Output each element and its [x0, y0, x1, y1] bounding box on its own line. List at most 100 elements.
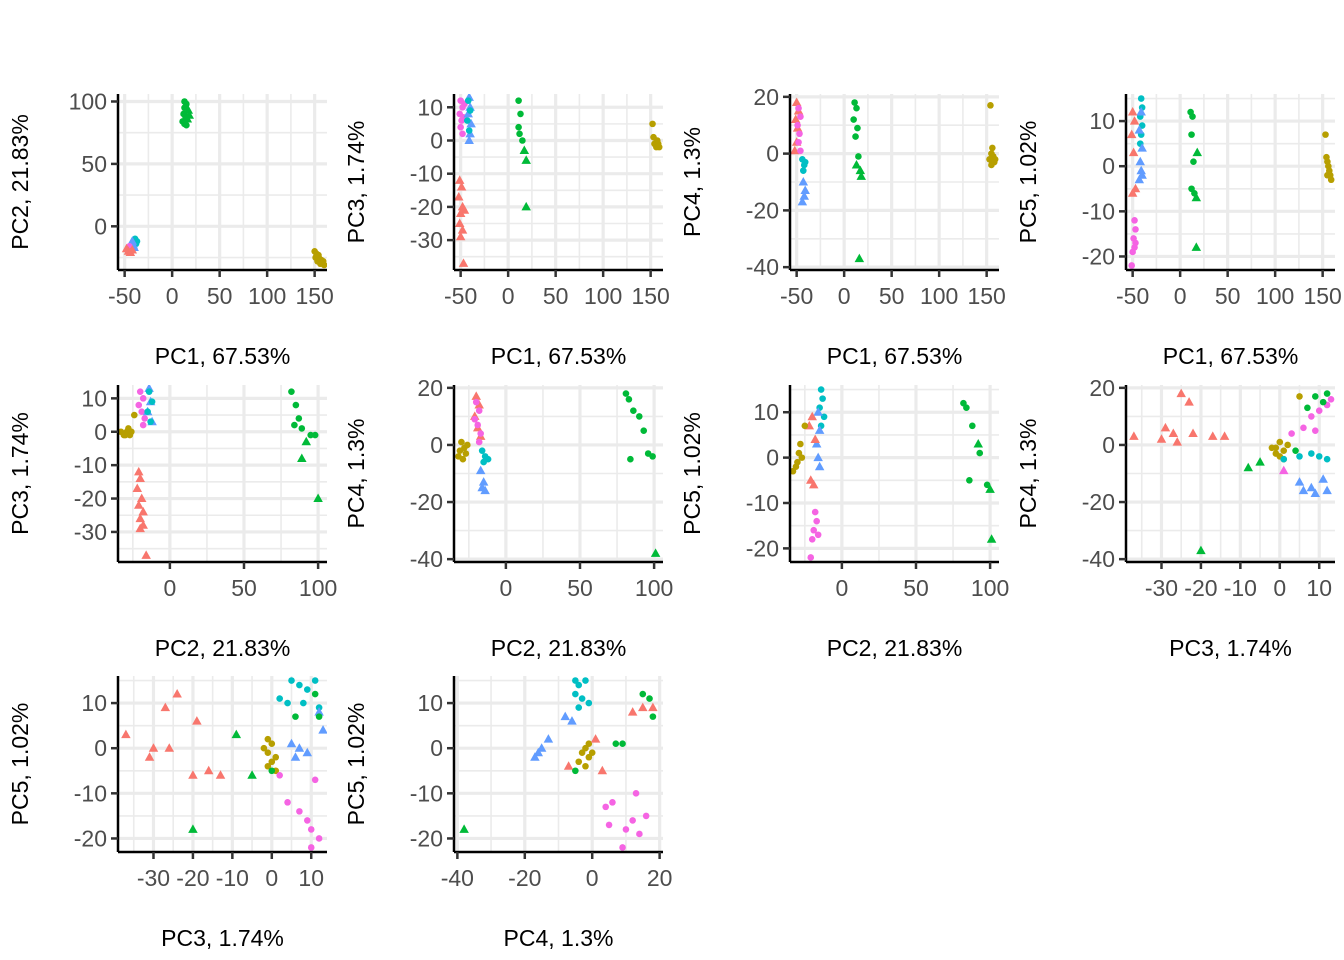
scatter-panel-6: 0 50 100 -40 -20 0 20 PC2, 21.83% PC4, 1.3%	[343, 375, 673, 661]
circle-point	[572, 767, 579, 775]
triangle-point	[454, 218, 465, 228]
triangle-point	[132, 483, 143, 493]
y-tick-label: -40	[746, 254, 779, 280]
circle-point	[1315, 407, 1323, 414]
y-tick-label: -20	[74, 486, 107, 512]
gridlines	[790, 94, 999, 270]
circle-point	[612, 740, 620, 747]
circle-point	[292, 401, 300, 409]
circle-point	[630, 407, 637, 414]
triangle-point	[160, 702, 171, 712]
triangle-point	[231, 729, 242, 739]
triangle-point	[247, 770, 257, 779]
x-tick-label: 10	[298, 865, 324, 891]
y-axis-title: PC3, 1.74%	[343, 121, 369, 244]
x-tick-label: 100	[248, 283, 286, 309]
circle-point	[797, 147, 804, 155]
triangle-point	[458, 258, 469, 267]
circle-point	[311, 677, 319, 684]
circle-point	[649, 453, 656, 460]
circle-point	[1268, 444, 1276, 452]
circle-point	[466, 107, 474, 114]
circle-point	[1319, 398, 1327, 406]
triangle-point	[563, 761, 574, 770]
circle-point	[1129, 248, 1136, 256]
circle-point	[642, 812, 650, 820]
triangle-point	[456, 181, 467, 191]
points	[790, 386, 997, 561]
x-axis-title: PC2, 21.83%	[827, 635, 963, 661]
circle-point	[1296, 393, 1303, 400]
circle-point	[484, 455, 492, 463]
circle-point	[464, 441, 471, 449]
y-tick-label: 0	[430, 735, 443, 761]
circle-point	[122, 431, 129, 439]
triangle-point	[466, 118, 476, 128]
points	[454, 94, 663, 267]
circle-point	[588, 749, 596, 757]
y-tick-label: 10	[417, 94, 443, 120]
circle-point	[478, 447, 486, 454]
plot-area	[118, 94, 327, 270]
circle-point	[1128, 262, 1135, 269]
triangle-point	[807, 411, 817, 421]
y-tick-label: -20	[410, 194, 443, 220]
circle-point	[605, 821, 613, 829]
y-tick-label: 0	[766, 141, 779, 167]
x-tick-label: -10	[1224, 575, 1257, 601]
circle-point	[288, 388, 295, 395]
y-tick-label: 20	[417, 375, 443, 401]
circle-point	[260, 744, 268, 752]
gridlines	[790, 385, 999, 562]
circle-point	[307, 844, 315, 851]
triangle-point	[215, 770, 226, 779]
x-axis-title: PC4, 1.3%	[504, 925, 614, 951]
circle-point	[457, 123, 464, 131]
circle-point	[515, 123, 522, 131]
triangle-point	[136, 493, 147, 503]
y-axis-title: PC3, 1.74%	[7, 412, 33, 535]
triangle-point	[144, 752, 155, 761]
y-tick-label: -10	[74, 452, 107, 478]
circle-point	[575, 704, 583, 711]
circle-point	[1308, 450, 1315, 457]
circle-point	[635, 413, 643, 420]
circle-point	[852, 133, 859, 140]
triangle-point	[1243, 462, 1253, 472]
circle-point	[139, 421, 147, 429]
triangle-point	[1191, 192, 1202, 202]
y-tick-label: 100	[69, 88, 107, 114]
circle-point	[801, 158, 809, 166]
y-tick-label: -10	[746, 490, 779, 516]
scatter-panel-7: 0 50 100 -20 -10 0 10 PC2, 21.83% PC5, 1.02%	[679, 385, 1009, 661]
triangle-point	[810, 434, 820, 443]
triangle-point	[791, 97, 802, 107]
y-tick-label: -20	[1082, 243, 1115, 269]
circle-point	[649, 120, 656, 128]
triangle-point	[1322, 485, 1332, 495]
circle-point	[475, 438, 483, 446]
circle-point	[315, 835, 323, 842]
triangle-point	[1136, 107, 1146, 116]
y-tick-label: 20	[1089, 375, 1115, 401]
triangle-point	[127, 245, 137, 254]
x-tick-label: -10	[216, 865, 249, 891]
triangle-point	[1160, 422, 1171, 432]
circle-point	[817, 386, 825, 393]
triangle-point	[455, 231, 466, 241]
triangle-point	[1298, 485, 1309, 495]
circle-point	[572, 677, 579, 684]
circle-point	[991, 155, 999, 163]
points	[455, 390, 661, 557]
triangle-point	[459, 205, 470, 214]
triangle-point	[1196, 545, 1206, 555]
triangle-point	[1126, 129, 1137, 139]
x-tick-label: -50	[108, 283, 141, 309]
triangle-point	[172, 689, 182, 698]
circle-point	[794, 121, 801, 129]
triangle-point	[1306, 482, 1317, 492]
triangle-point	[1128, 147, 1139, 157]
triangle-point	[1136, 165, 1146, 175]
